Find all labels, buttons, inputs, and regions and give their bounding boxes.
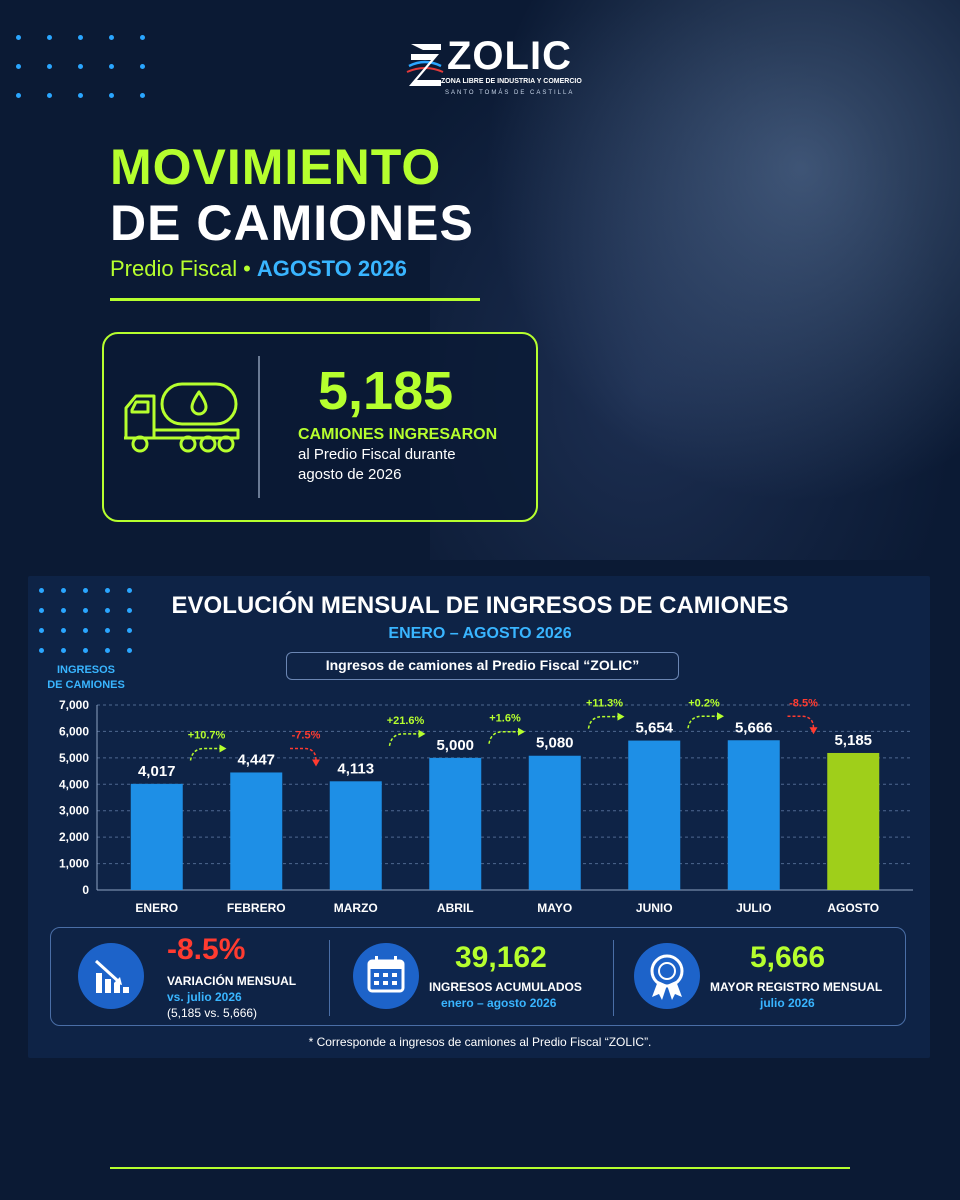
change-label: +10.7% xyxy=(188,729,226,741)
kpi-description-line2: agosto de 2026 xyxy=(298,466,402,483)
y-tick-label: 3,000 xyxy=(59,804,89,818)
kpi-divider xyxy=(258,356,260,498)
stat-monthly-change-sub: vs. julio 2026 xyxy=(167,990,242,1004)
stat-separator xyxy=(329,940,330,1016)
bar-value-label: 5,000 xyxy=(436,737,474,754)
subtitle-separator: • xyxy=(243,256,251,281)
change-arrow-head xyxy=(312,759,320,767)
change-arrow-head xyxy=(518,727,525,736)
y-axis-label-line2: DE CAMIONES xyxy=(47,679,125,691)
change-label: +0.2% xyxy=(688,697,720,709)
stat-monthly-change-value: -8.5% xyxy=(167,933,246,966)
x-tick-label: ABRIL xyxy=(437,901,474,915)
chart-subtitle: ENERO – AGOSTO 2026 xyxy=(388,625,572,642)
change-arrow xyxy=(290,747,317,761)
kpi-description-line1: al Predio Fiscal durante xyxy=(298,446,456,463)
x-tick-label: FEBRERO xyxy=(227,901,286,915)
subtitle-right: AGOSTO 2026 xyxy=(256,256,407,281)
change-arrow xyxy=(787,715,815,729)
award-ribbon-icon xyxy=(634,943,700,1009)
y-tick-label: 7,000 xyxy=(59,698,89,712)
y-tick-label: 2,000 xyxy=(59,830,89,844)
stat-accumulated-value: 39,162 xyxy=(455,941,547,974)
change-arrow-head xyxy=(717,712,724,721)
change-arrow-head xyxy=(617,712,625,721)
brand-location: SANTO TOMÁS DE CASTILLA xyxy=(445,90,575,96)
stat-accumulated-sub: enero – agosto 2026 xyxy=(441,996,557,1010)
y-axis-label-line1: INGRESOS xyxy=(57,664,115,676)
stats-strip xyxy=(50,927,906,1026)
bar-agosto xyxy=(827,752,880,890)
change-arrow-head xyxy=(809,727,818,735)
bar-value-label: 4,113 xyxy=(337,760,374,777)
x-tick-label: MARZO xyxy=(334,901,378,915)
declining-chart-icon xyxy=(78,943,144,1009)
tanker-truck-icon xyxy=(124,382,240,453)
x-tick-label: AGOSTO xyxy=(827,901,879,915)
x-tick-label: MAYO xyxy=(537,901,572,915)
kpi-card: 5,185 CAMIONES INGRESARON al Predio Fisc… xyxy=(102,332,538,522)
stat-accumulated-label: INGRESOS ACUMULADOS xyxy=(429,980,582,994)
change-label: +11.3% xyxy=(586,698,623,710)
bar-julio xyxy=(727,740,780,890)
page-title-line1: MOVIMIENTO xyxy=(110,139,442,195)
zolic-logo: ZOLIC ZONA LIBRE DE INDUSTRIA Y COMERCIO… xyxy=(405,32,595,98)
bar-enero xyxy=(130,783,183,890)
chart-title: EVOLUCIÓN MENSUAL DE INGRESOS DE CAMIONE… xyxy=(171,592,789,619)
bar-value-label: 5,185 xyxy=(834,732,872,749)
bottom-divider xyxy=(110,1167,850,1169)
bar-value-label: 5,654 xyxy=(635,720,673,737)
bar-chart: INGRESOS DE CAMIONES 0 1,000 2,000 3,000 4,000… xyxy=(47,664,913,915)
x-tick-label: JUNIO xyxy=(636,901,673,915)
page-subtitle: Predio Fiscal • AGOSTO 2026 xyxy=(110,256,407,282)
stat-record-value: 5,666 xyxy=(750,941,826,974)
y-tick-label: 0 xyxy=(82,883,89,897)
y-tick-label: 5,000 xyxy=(59,751,89,765)
bar-abril xyxy=(429,757,482,890)
change-label: -7.5% xyxy=(292,729,321,741)
change-label: +1.6% xyxy=(489,713,521,725)
change-label: +21.6% xyxy=(387,715,425,727)
bar-mayo xyxy=(528,755,581,890)
change-label: -8.5% xyxy=(789,697,818,709)
brand-name: ZOLIC xyxy=(447,34,572,78)
stat-record-sub: julio 2026 xyxy=(760,996,815,1010)
subtitle-left: Predio Fiscal xyxy=(110,256,238,281)
decorative-dot-grid-chart xyxy=(39,588,132,653)
logo-mark-icon xyxy=(406,44,444,86)
bar-febrero xyxy=(230,772,283,890)
change-arrow xyxy=(488,730,519,744)
page-title-line2: DE CAMIONES xyxy=(110,195,474,251)
decorative-dot-grid xyxy=(16,35,145,98)
bar-value-label: 4,447 xyxy=(237,751,275,768)
footnote: * Corresponde a ingresos de camiones al … xyxy=(308,1035,652,1049)
kpi-label: CAMIONES INGRESARON xyxy=(298,426,498,443)
change-arrow-head xyxy=(418,729,426,738)
bar-marzo xyxy=(329,781,382,890)
stat-record-label: MAYOR REGISTRO MENSUAL xyxy=(710,980,883,994)
stat-separator xyxy=(613,940,614,1016)
stat-monthly-change-note: (5,185 vs. 5,666) xyxy=(167,1006,258,1020)
change-arrow xyxy=(388,733,420,747)
bar-value-label: 4,017 xyxy=(138,763,176,780)
y-tick-label: 6,000 xyxy=(59,724,89,738)
x-tick-label: ENERO xyxy=(135,901,178,915)
change-arrow xyxy=(189,747,221,761)
change-arrow xyxy=(687,715,718,729)
title-divider xyxy=(110,298,480,301)
change-arrow xyxy=(587,715,619,729)
y-tick-label: 1,000 xyxy=(59,857,89,871)
bar-value-label: 5,666 xyxy=(735,719,773,736)
y-tick-label: 4,000 xyxy=(59,777,89,791)
calendar-icon xyxy=(353,943,419,1009)
brand-tagline: ZONA LIBRE DE INDUSTRIA Y COMERCIO xyxy=(441,78,582,85)
bar-value-label: 5,080 xyxy=(536,735,574,752)
stat-monthly-change-label: VARIACIÓN MENSUAL xyxy=(167,974,297,988)
kpi-value: 5,185 xyxy=(318,361,454,421)
bar-junio xyxy=(628,740,681,890)
chart-caption: Ingresos de camiones al Predio Fiscal “Z… xyxy=(286,652,679,680)
change-arrow-head xyxy=(219,744,227,753)
x-tick-label: JULIO xyxy=(736,901,771,915)
